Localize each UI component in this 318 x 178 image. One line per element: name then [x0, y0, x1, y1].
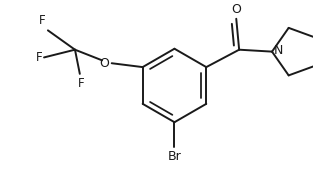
Text: N: N [274, 44, 283, 57]
Text: O: O [99, 57, 109, 70]
Text: F: F [36, 51, 42, 64]
Text: Br: Br [168, 150, 181, 163]
Text: O: O [231, 3, 241, 16]
Text: F: F [39, 14, 46, 27]
Text: F: F [78, 77, 84, 90]
